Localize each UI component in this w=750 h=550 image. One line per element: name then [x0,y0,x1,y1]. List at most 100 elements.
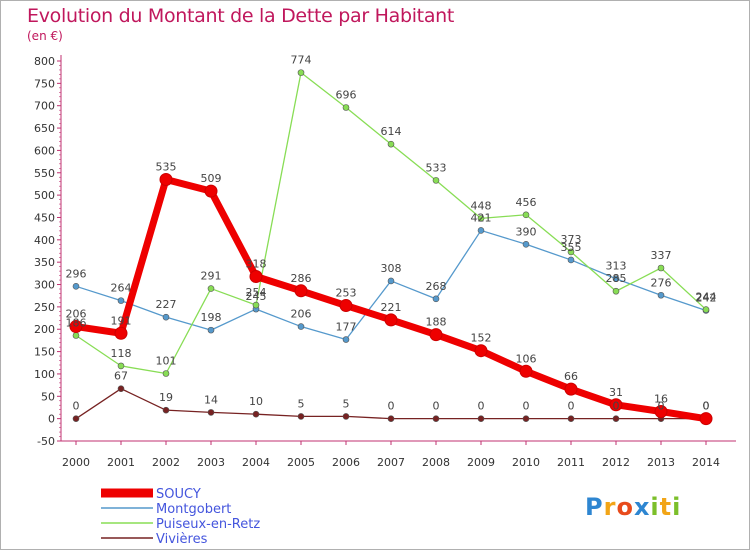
data-label: 286 [291,272,312,285]
data-label: 206 [291,308,312,321]
data-label: 244 [696,291,717,304]
legend-label: Vivières [156,532,208,547]
data-point [252,410,260,418]
data-point [204,184,218,198]
data-point [564,382,578,396]
data-point [162,313,170,321]
data-point [162,370,170,377]
data-label: 535 [156,160,177,173]
data-label: 227 [156,298,177,311]
data-point [567,256,575,264]
legend-label: Montgobert [156,502,231,517]
data-point [702,306,710,313]
x-tick-label: 2010 [512,456,540,469]
y-tick-label: 550 [34,167,55,180]
x-tick-label: 2013 [647,456,675,469]
data-label: 101 [156,354,177,367]
series-line-puiseux-en-retz [75,71,707,375]
data-point [297,323,305,330]
data-label: 533 [426,161,447,174]
y-tick-label: 250 [34,301,55,314]
data-label: 313 [606,260,627,273]
data-label: 198 [201,311,222,324]
data-label: 31 [609,386,623,399]
data-label: 253 [336,287,357,300]
data-label: 188 [426,316,447,329]
data-point [612,275,620,283]
data-point [294,284,308,298]
data-label: 5 [298,397,305,410]
data-label: 0 [388,400,395,413]
y-tick-label: 150 [34,346,55,359]
data-label: 242 [696,291,717,304]
data-point [72,415,80,422]
x-tick-label: 2005 [287,456,315,469]
data-label: 10 [249,395,263,408]
y-tick-label: 800 [34,55,55,68]
data-point [612,415,620,422]
y-tick-label: 100 [34,368,55,381]
chart-subtitle: (en €) [27,29,63,43]
data-label: 221 [381,301,402,314]
data-point [657,291,665,299]
x-tick-label: 2011 [557,456,585,469]
x-tick-label: 2002 [152,456,180,469]
y-tick-label: 300 [34,279,55,292]
data-label: 0 [478,400,485,413]
logo-letter: P [585,493,604,521]
data-label: 318 [246,257,267,270]
data-label: 0 [703,400,710,413]
data-label: 509 [201,172,222,185]
data-label: 186 [66,316,87,329]
data-point [477,415,485,422]
y-tick-label: 400 [34,234,55,247]
data-point [522,240,530,248]
x-tick-label: 2001 [107,456,135,469]
data-point [207,409,215,416]
data-point [657,264,665,272]
data-label: 5 [343,397,350,410]
y-tick-label: -50 [37,435,55,448]
y-tick-label: 650 [34,122,55,135]
data-point [72,283,80,290]
data-label: 337 [651,249,672,262]
x-tick-label: 2012 [602,456,630,469]
data-point [387,415,395,422]
data-point [429,328,443,342]
data-label: 66 [564,370,578,383]
data-label: 106 [516,352,537,365]
data-label: 0 [433,400,440,413]
y-tick-label: 750 [34,77,55,90]
data-point [162,406,170,414]
data-point [522,211,530,219]
data-point [474,344,488,358]
data-label: 308 [381,262,402,275]
logo-letter: o [616,493,634,521]
data-point [117,362,125,370]
data-label: 14 [204,393,218,406]
legend-label: SOUCY [156,487,201,502]
y-tick-label: 600 [34,144,55,157]
y-tick-label: 0 [48,413,55,426]
data-label: 291 [201,270,222,283]
data-label: 390 [516,225,537,238]
data-label: 67 [114,370,128,383]
data-label: 268 [426,280,447,293]
logo-letter: i [672,493,682,521]
data-point [252,301,260,309]
data-point [159,172,173,186]
data-point [72,332,80,339]
data-point [519,364,533,378]
data-label: 296 [66,267,87,280]
x-tick-label: 2003 [197,456,225,469]
x-tick-label: 2009 [467,456,495,469]
y-tick-label: 350 [34,256,55,269]
data-label: 355 [561,241,582,254]
data-label: 0 [703,400,710,413]
data-label: 0 [658,400,665,413]
logo-letter: i [650,493,660,521]
data-label: 245 [246,290,267,303]
proxiti-logo: Proxiti [585,493,681,521]
data-point [387,140,395,148]
